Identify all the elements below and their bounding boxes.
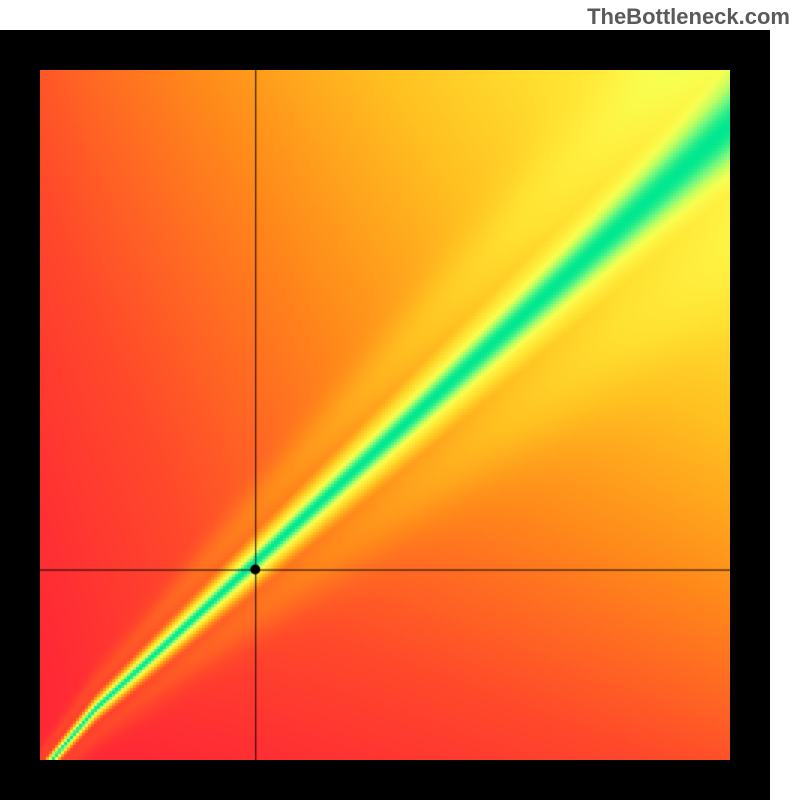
root: TheBottleneck.com bbox=[0, 0, 800, 800]
plot-black-frame bbox=[0, 30, 770, 800]
watermark-label: TheBottleneck.com bbox=[587, 4, 790, 30]
crosshair-overlay bbox=[40, 70, 730, 760]
